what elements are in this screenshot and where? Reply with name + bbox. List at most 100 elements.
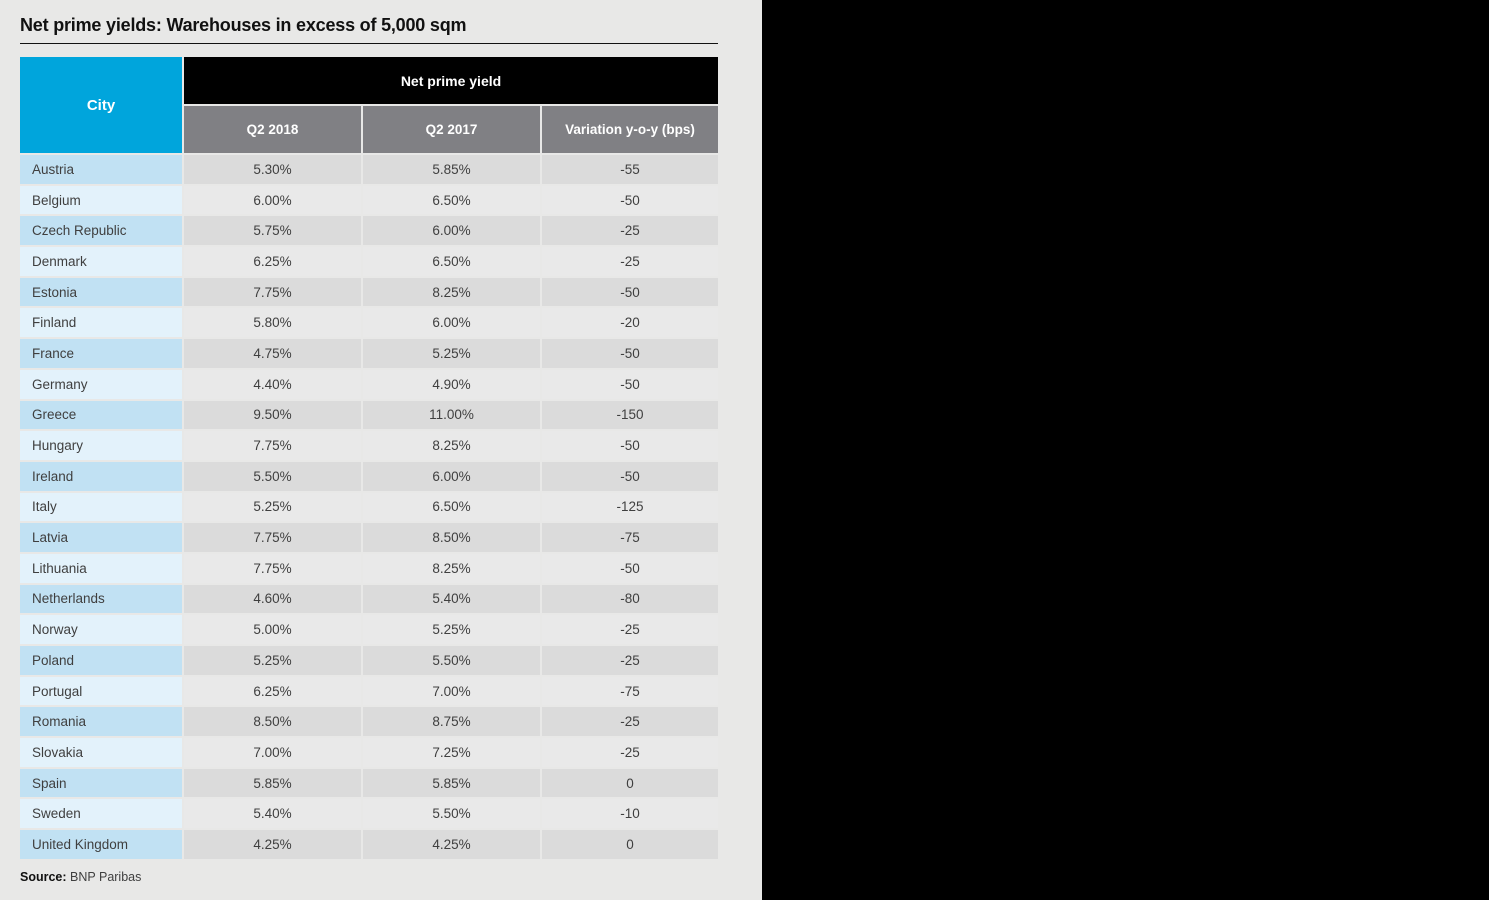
table-row: Sweden 5.40% 5.50% -10 [20, 799, 718, 829]
value-cell: -10 [542, 799, 718, 829]
report-figure: Net prime yields: Warehouses in excess o… [20, 0, 718, 884]
value-cell: 4.90% [363, 369, 540, 399]
table-row: France 4.75% 5.25% -50 [20, 339, 718, 368]
table-row: Netherlands 4.60% 5.40% -80 [20, 584, 718, 614]
city-cell: Sweden [20, 799, 182, 829]
value-cell: 8.50% [184, 707, 361, 737]
value-cell: 5.85% [363, 768, 540, 798]
city-cell: Slovakia [20, 738, 182, 767]
value-cell: 5.50% [363, 646, 540, 675]
table-row: Estonia 7.75% 8.25% -50 [20, 277, 718, 307]
net-prime-yield-table: City Net prime yield Q2 2018 Q2 2017 Var… [18, 55, 720, 861]
table-row: Finland 5.80% 6.00% -20 [20, 308, 718, 338]
title-rule [20, 43, 718, 44]
value-cell: -25 [542, 615, 718, 644]
value-cell: 7.75% [184, 553, 361, 583]
city-cell: Austria [20, 155, 182, 184]
source-text: BNP Paribas [70, 869, 142, 884]
table-row: Belgium 6.00% 6.50% -50 [20, 185, 718, 215]
value-cell: -50 [542, 277, 718, 307]
value-cell: 6.50% [363, 247, 540, 276]
value-cell: -50 [542, 431, 718, 460]
city-cell: Finland [20, 308, 182, 338]
value-cell: 5.25% [363, 339, 540, 368]
column-header-q2-2017: Q2 2017 [363, 106, 540, 153]
black-side-panel [762, 0, 1489, 900]
table-row: Norway 5.00% 5.25% -25 [20, 615, 718, 644]
value-cell: 9.50% [184, 400, 361, 430]
value-cell: -55 [542, 155, 718, 184]
value-cell: 5.50% [184, 461, 361, 491]
value-cell: -25 [542, 646, 718, 675]
value-cell: 7.00% [184, 738, 361, 767]
header-row-periods: Q2 2018 Q2 2017 Variation y-o-y (bps) [20, 106, 718, 153]
city-cell: Greece [20, 400, 182, 430]
city-cell: Denmark [20, 247, 182, 276]
figure-title: Net prime yields: Warehouses in excess o… [20, 15, 467, 35]
city-cell: Belgium [20, 185, 182, 215]
value-cell: 7.75% [184, 431, 361, 460]
value-cell: 4.60% [184, 584, 361, 614]
value-cell: -50 [542, 339, 718, 368]
table-row: Italy 5.25% 6.50% -125 [20, 492, 718, 522]
value-cell: 8.25% [363, 431, 540, 460]
value-cell: 7.25% [363, 738, 540, 767]
value-cell: 5.80% [184, 308, 361, 338]
city-cell: Norway [20, 615, 182, 644]
value-cell: 8.75% [363, 707, 540, 737]
value-cell: 6.00% [363, 216, 540, 246]
table-row: Germany 4.40% 4.90% -50 [20, 369, 718, 399]
value-cell: 6.00% [363, 308, 540, 338]
city-cell: Romania [20, 707, 182, 737]
value-cell: 5.40% [184, 799, 361, 829]
value-cell: -50 [542, 185, 718, 215]
value-cell: 6.00% [184, 185, 361, 215]
header-row-group: City Net prime yield [20, 57, 718, 153]
city-cell: Estonia [20, 277, 182, 307]
group-header-net-prime-yield: Net prime yield [184, 57, 718, 104]
city-cell: Hungary [20, 431, 182, 460]
value-cell: -125 [542, 492, 718, 522]
value-cell: 5.50% [363, 799, 540, 829]
table-row: Greece 9.50% 11.00% -150 [20, 400, 718, 430]
value-cell: 4.40% [184, 369, 361, 399]
value-cell: 6.00% [363, 461, 540, 491]
value-cell: 6.50% [363, 492, 540, 522]
value-cell: 8.50% [363, 523, 540, 552]
value-cell: 5.75% [184, 216, 361, 246]
city-cell: Ireland [20, 461, 182, 491]
value-cell: -20 [542, 308, 718, 338]
value-cell: -50 [542, 461, 718, 491]
table-row: United Kingdom 4.25% 4.25% 0 [20, 830, 718, 859]
value-cell: 5.85% [363, 155, 540, 184]
value-cell: -75 [542, 676, 718, 706]
value-cell: -80 [542, 584, 718, 614]
city-cell: Czech Republic [20, 216, 182, 246]
city-cell: Netherlands [20, 584, 182, 614]
value-cell: -75 [542, 523, 718, 552]
value-cell: 5.25% [184, 492, 361, 522]
column-header-variation-yoy-bps: Variation y-o-y (bps) [542, 106, 718, 153]
city-cell: Latvia [20, 523, 182, 552]
city-cell: Italy [20, 492, 182, 522]
table-row: Ireland 5.50% 6.00% -50 [20, 461, 718, 491]
value-cell: 5.25% [184, 646, 361, 675]
value-cell: -50 [542, 553, 718, 583]
value-cell: 11.00% [363, 400, 540, 430]
table-row: Lithuania 7.75% 8.25% -50 [20, 553, 718, 583]
value-cell: 6.25% [184, 247, 361, 276]
value-cell: 6.50% [363, 185, 540, 215]
column-header-q2-2018: Q2 2018 [184, 106, 361, 153]
value-cell: -150 [542, 400, 718, 430]
column-header-city: City [20, 57, 182, 153]
value-cell: 4.75% [184, 339, 361, 368]
table-row: Denmark 6.25% 6.50% -25 [20, 247, 718, 276]
table-row: Portugal 6.25% 7.00% -75 [20, 676, 718, 706]
value-cell: 8.25% [363, 277, 540, 307]
value-cell: 5.25% [363, 615, 540, 644]
value-cell: 4.25% [363, 830, 540, 859]
value-cell: 0 [542, 830, 718, 859]
city-cell: Lithuania [20, 553, 182, 583]
value-cell: 0 [542, 768, 718, 798]
